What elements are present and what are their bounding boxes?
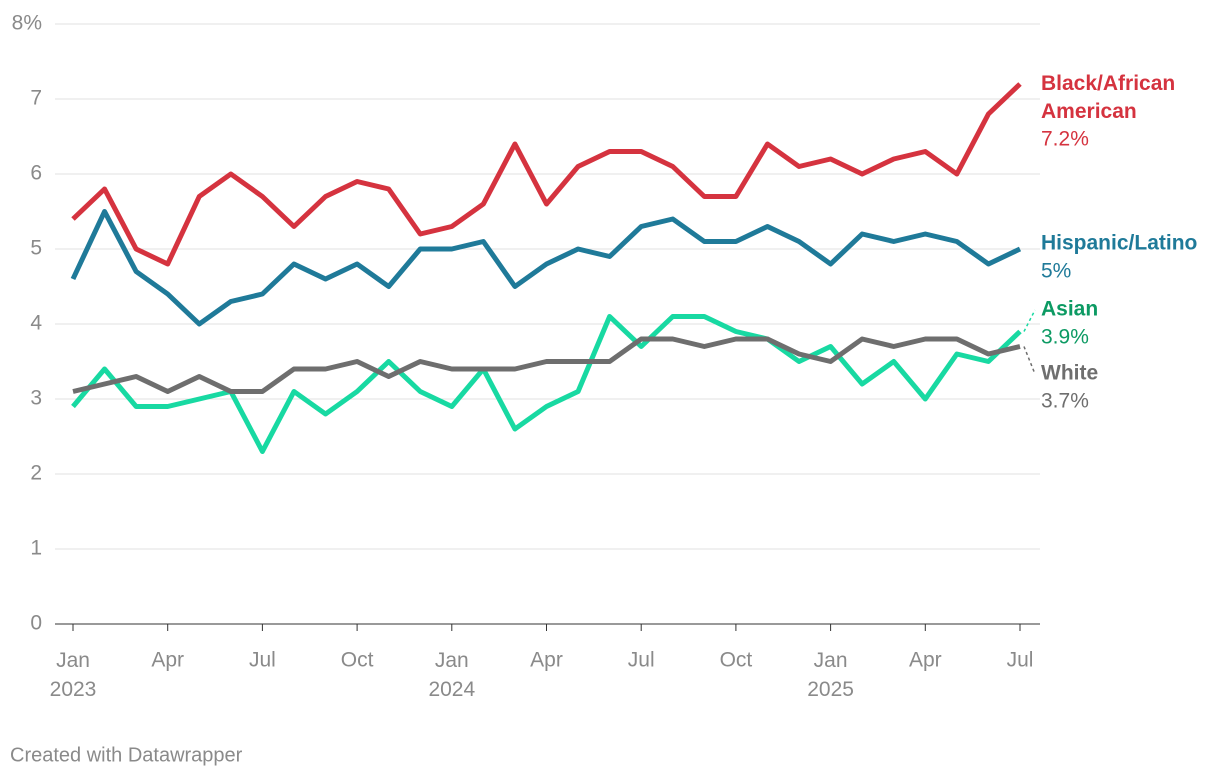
y-tick-label: 8%	[12, 12, 42, 35]
x-tick-label: Oct	[720, 649, 753, 672]
x-tick-label: Apr	[909, 649, 942, 672]
series-label: Asian	[1041, 298, 1098, 321]
series-line	[72, 336, 1021, 394]
x-tick-label: Jul	[1007, 649, 1034, 672]
value-label: 7.2%	[1041, 128, 1089, 151]
x-tick-label: Jan 2025	[807, 649, 854, 701]
footer: Created with Datawrapper	[10, 744, 243, 766]
x-tick-label: Jan 2024	[428, 649, 475, 701]
series-line	[70, 209, 1022, 327]
y-tick-label: 1	[30, 537, 42, 560]
x-tick-label: Apr	[530, 649, 563, 672]
series-label: White	[1041, 362, 1098, 385]
y-tick-label: 7	[30, 87, 42, 110]
y-tick-label: 3	[30, 387, 42, 410]
value-label: 5%	[1041, 260, 1071, 283]
x-tick-label: Jul	[628, 649, 655, 672]
value-label: 3.7%	[1041, 390, 1089, 413]
x-tick-label: Jul	[249, 649, 276, 672]
label-connector	[1023, 346, 1036, 375]
y-tick-label: 6	[30, 162, 42, 185]
series-label: Hispanic/Latino	[1041, 232, 1197, 255]
series-label: Black/African American	[1041, 72, 1175, 123]
y-tick-label: 5	[30, 237, 42, 260]
value-label: 3.9%	[1041, 326, 1089, 349]
label-connector	[1023, 309, 1036, 332]
y-tick-label: 4	[30, 312, 42, 335]
x-tick-label: Apr	[151, 649, 184, 672]
series-line	[71, 82, 1022, 267]
y-tick-label: 0	[30, 612, 42, 635]
y-tick-label: 2	[30, 462, 42, 485]
x-tick-label: Jan 2023	[50, 649, 97, 701]
x-tick-label: Oct	[341, 649, 374, 672]
